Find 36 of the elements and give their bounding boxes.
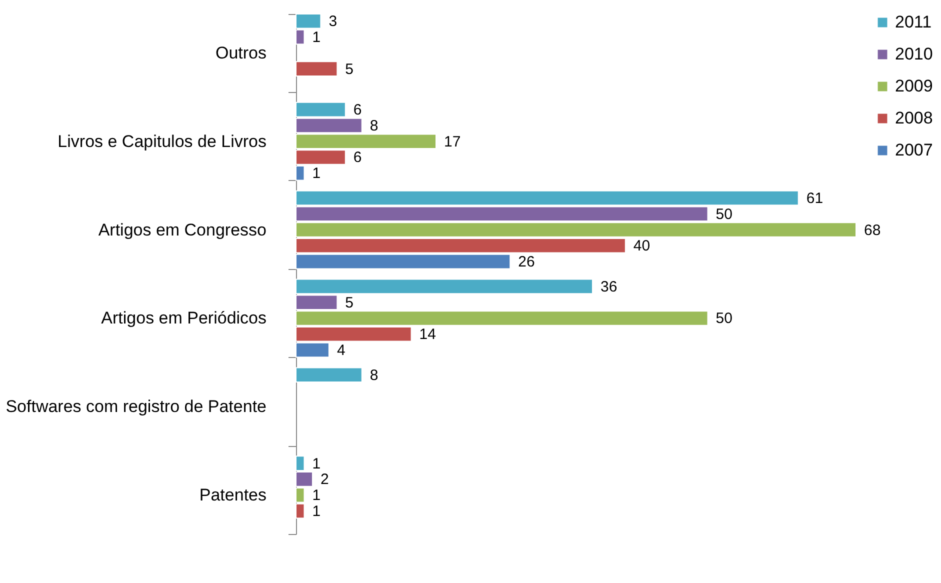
data-label: 36 — [600, 278, 618, 296]
data-label: 5 — [345, 60, 354, 78]
bar — [296, 367, 362, 383]
legend-label: 2011 — [895, 12, 932, 32]
data-label: 50 — [716, 206, 732, 223]
y-tick-label: Softwares com registro de Patente — [6, 397, 266, 416]
data-label: 1 — [312, 487, 321, 504]
data-label: 4 — [336, 342, 346, 359]
data-label: 1 — [312, 165, 321, 182]
y-tick-label: Patentes — [199, 486, 266, 505]
data-label: 61 — [806, 190, 824, 208]
data-label: 1 — [312, 455, 321, 472]
data-label: 14 — [419, 326, 436, 344]
data-label: 2 — [320, 471, 329, 488]
legend-label: 2008 — [895, 108, 933, 128]
data-label: 17 — [444, 133, 461, 150]
data-label: 6 — [353, 149, 362, 166]
data-label: 1 — [312, 29, 321, 46]
data-label: 40 — [633, 238, 650, 255]
data-label: 8 — [370, 117, 378, 134]
y-tick-label: Artigos em Periódicos — [101, 308, 266, 328]
data-label: 50 — [716, 310, 732, 328]
legend-label: 2010 — [895, 44, 933, 64]
data-label: 68 — [864, 222, 881, 239]
legend-label: 2007 — [895, 140, 933, 160]
bar — [296, 61, 338, 76]
data-label: 26 — [518, 254, 535, 271]
legend-label: 2009 — [895, 76, 933, 96]
data-label: 8 — [370, 366, 378, 384]
y-tick-label: Outros — [215, 43, 266, 62]
y-tick-label: Livros e Capitulos de Livros — [58, 132, 266, 151]
data-label: 6 — [353, 102, 362, 119]
data-label: 3 — [328, 13, 338, 30]
y-tick-label: Artigos em Congresso — [98, 220, 266, 240]
data-label: 5 — [345, 294, 354, 312]
data-label: 1 — [312, 502, 321, 520]
